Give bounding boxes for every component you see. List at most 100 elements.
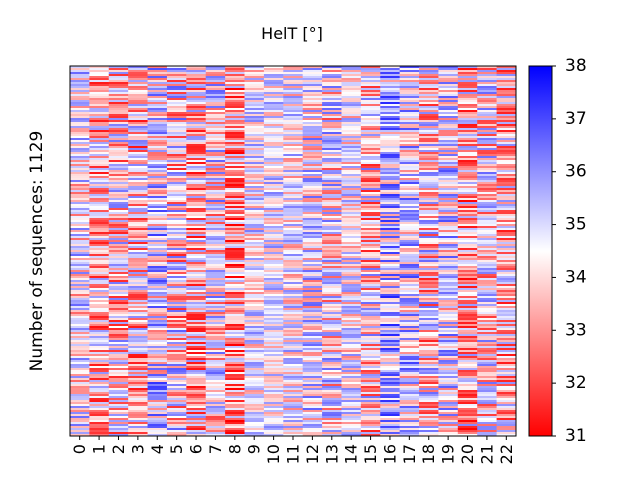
heatmap-cell xyxy=(477,268,498,271)
heatmap-cell xyxy=(322,286,342,289)
heatmap-cell xyxy=(457,212,478,215)
heatmap-cell xyxy=(205,240,226,243)
heatmap-cell xyxy=(419,252,439,255)
heatmap-cell xyxy=(399,242,420,245)
heatmap-cell xyxy=(496,304,517,307)
heatmap-cell xyxy=(205,256,226,259)
heatmap-cell xyxy=(205,418,226,421)
heatmap-cell xyxy=(457,378,478,381)
heatmap-cell xyxy=(225,364,245,367)
heatmap-cell xyxy=(399,206,420,209)
heatmap-cell xyxy=(166,156,187,159)
heatmap-cell xyxy=(225,300,245,303)
heatmap-cell xyxy=(419,162,439,165)
heatmap-cell xyxy=(419,102,439,105)
heatmap-cell xyxy=(322,408,342,411)
heatmap-cell xyxy=(322,410,342,413)
heatmap-cell xyxy=(225,408,245,411)
heatmap-cell xyxy=(360,184,381,187)
heatmap-cell xyxy=(302,392,323,395)
heatmap-cell xyxy=(263,272,284,275)
heatmap-cell xyxy=(244,334,265,337)
heatmap-cell xyxy=(399,324,420,327)
heatmap-cell xyxy=(322,314,342,317)
heatmap-cell xyxy=(399,374,420,377)
heatmap-cell xyxy=(477,312,498,315)
heatmap-cell xyxy=(205,104,226,107)
heatmap-cell xyxy=(438,408,459,411)
heatmap-cell xyxy=(302,352,323,355)
heatmap-cell xyxy=(70,206,90,209)
heatmap-cell xyxy=(360,214,381,217)
heatmap-cell xyxy=(244,318,265,321)
heatmap-cell xyxy=(380,422,401,425)
heatmap-cell xyxy=(496,216,517,219)
heatmap-cell xyxy=(302,272,323,275)
heatmap-cell xyxy=(70,434,90,437)
heatmap-cell xyxy=(322,378,342,381)
heatmap-cell xyxy=(419,314,439,317)
heatmap-cell xyxy=(147,272,168,275)
heatmap-cell xyxy=(70,94,90,97)
heatmap-cell xyxy=(89,256,110,259)
heatmap-cell xyxy=(341,268,362,271)
heatmap-cell xyxy=(360,246,381,249)
heatmap-cell xyxy=(89,206,110,209)
heatmap-cell xyxy=(147,216,168,219)
heatmap-cell xyxy=(89,94,110,97)
heatmap-cell xyxy=(205,230,226,233)
heatmap-cell xyxy=(360,92,381,95)
heatmap-cell xyxy=(205,254,226,257)
heatmap-cell xyxy=(108,186,129,189)
heatmap-cell xyxy=(244,104,265,107)
heatmap-cell xyxy=(438,70,459,73)
heatmap-cell xyxy=(322,212,342,215)
heatmap-cell xyxy=(128,214,148,217)
heatmap-cell xyxy=(263,188,284,191)
heatmap-cell xyxy=(419,236,439,239)
heatmap-cell xyxy=(419,90,439,93)
heatmap-cell xyxy=(360,80,381,83)
heatmap-cell xyxy=(457,232,478,235)
heatmap-cell xyxy=(166,96,187,99)
heatmap-cell xyxy=(205,246,226,249)
heatmap-cell xyxy=(128,66,148,69)
heatmap-cell xyxy=(128,112,148,115)
heatmap-cell xyxy=(70,198,90,201)
heatmap-cell xyxy=(166,346,187,349)
heatmap-cell xyxy=(438,260,459,263)
heatmap-cell xyxy=(147,336,168,339)
heatmap-cell xyxy=(263,254,284,257)
heatmap-cell xyxy=(108,362,129,365)
heatmap-cell xyxy=(419,404,439,407)
heatmap-cell xyxy=(457,98,478,101)
heatmap-cell xyxy=(186,226,207,229)
heatmap-cell xyxy=(186,192,207,195)
heatmap-cell xyxy=(147,296,168,299)
heatmap-cell xyxy=(477,332,498,335)
heatmap-cell xyxy=(263,174,284,177)
heatmap-cell xyxy=(128,268,148,271)
heatmap-cell xyxy=(341,316,362,319)
heatmap-cell xyxy=(457,266,478,269)
heatmap-cell xyxy=(186,230,207,233)
heatmap-cell xyxy=(186,88,207,91)
heatmap-cell xyxy=(205,422,226,425)
heatmap-cell xyxy=(457,366,478,369)
heatmap-cell xyxy=(128,234,148,237)
heatmap-cell xyxy=(457,198,478,201)
heatmap-cell xyxy=(360,274,381,277)
heatmap-cell xyxy=(166,162,187,165)
heatmap-cell xyxy=(70,380,90,383)
heatmap-cell xyxy=(205,332,226,335)
heatmap-cell xyxy=(457,422,478,425)
heatmap-cell xyxy=(128,256,148,259)
heatmap-cell xyxy=(205,426,226,429)
heatmap-cell xyxy=(438,246,459,249)
heatmap-cell xyxy=(399,80,420,83)
heatmap-cell xyxy=(166,218,187,221)
heatmap-cell xyxy=(89,110,110,113)
heatmap-cell xyxy=(438,242,459,245)
heatmap-cell xyxy=(70,362,90,365)
heatmap-cell xyxy=(341,200,362,203)
